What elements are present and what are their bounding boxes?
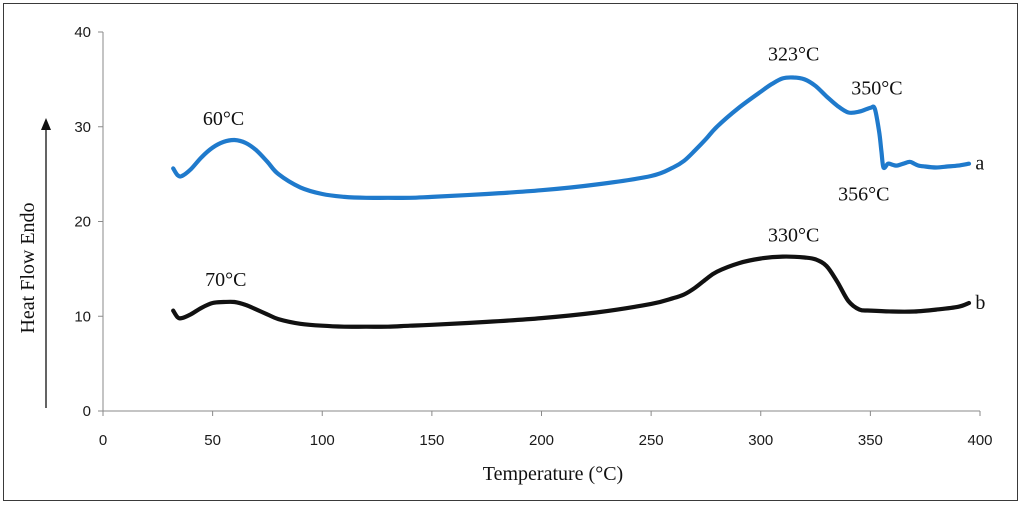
peak-annotation: 330°C xyxy=(768,224,819,246)
series-label-b: b xyxy=(975,292,985,314)
y-tick-label: 30 xyxy=(74,119,91,136)
x-tick-label: 350 xyxy=(858,432,883,449)
x-tick-label: 50 xyxy=(204,432,221,449)
peak-annotation: 350°C xyxy=(851,78,902,100)
y-tick-label: 0 xyxy=(83,403,91,420)
peak-annotation: 323°C xyxy=(768,43,819,65)
series-label-a: a xyxy=(975,153,984,175)
x-tick-label: 150 xyxy=(419,432,444,449)
x-tick-label: 0 xyxy=(99,432,107,449)
x-tick-label: 100 xyxy=(310,432,335,449)
series-layer xyxy=(171,75,972,329)
x-tick-label: 250 xyxy=(639,432,664,449)
x-axis-title: Temperature (°C) xyxy=(483,463,623,485)
annotations: 60°C 323°C 350°C 356°C 70°C 330°C a b xyxy=(203,43,986,314)
plot-area: 0 10 20 30 40 0 50 100 150 200 250 300 350 400 60°C 3… xyxy=(74,24,992,449)
x-tick-label: 200 xyxy=(529,432,554,449)
y-axis-title: Heat Flow Endo xyxy=(17,202,39,333)
y-tick-label: 40 xyxy=(74,24,91,41)
figure-frame xyxy=(3,3,1018,501)
series-line-b xyxy=(171,254,972,329)
y-tick-label: 20 xyxy=(74,214,91,231)
series-line-a xyxy=(171,75,972,200)
y-axis-title-group: Heat Flow Endo xyxy=(17,118,51,408)
peak-annotation: 356°C xyxy=(838,184,889,206)
y-tick-label: 10 xyxy=(74,308,91,325)
peak-annotation: 60°C xyxy=(203,108,244,130)
peak-annotation: 70°C xyxy=(205,269,246,291)
x-ticks: 0 50 100 150 200 250 300 350 400 xyxy=(99,411,993,449)
x-tick-label: 300 xyxy=(748,432,773,449)
y-axis-arrowhead xyxy=(41,118,51,130)
x-tick-label: 400 xyxy=(967,432,992,449)
y-ticks: 0 10 20 30 40 xyxy=(74,24,103,420)
